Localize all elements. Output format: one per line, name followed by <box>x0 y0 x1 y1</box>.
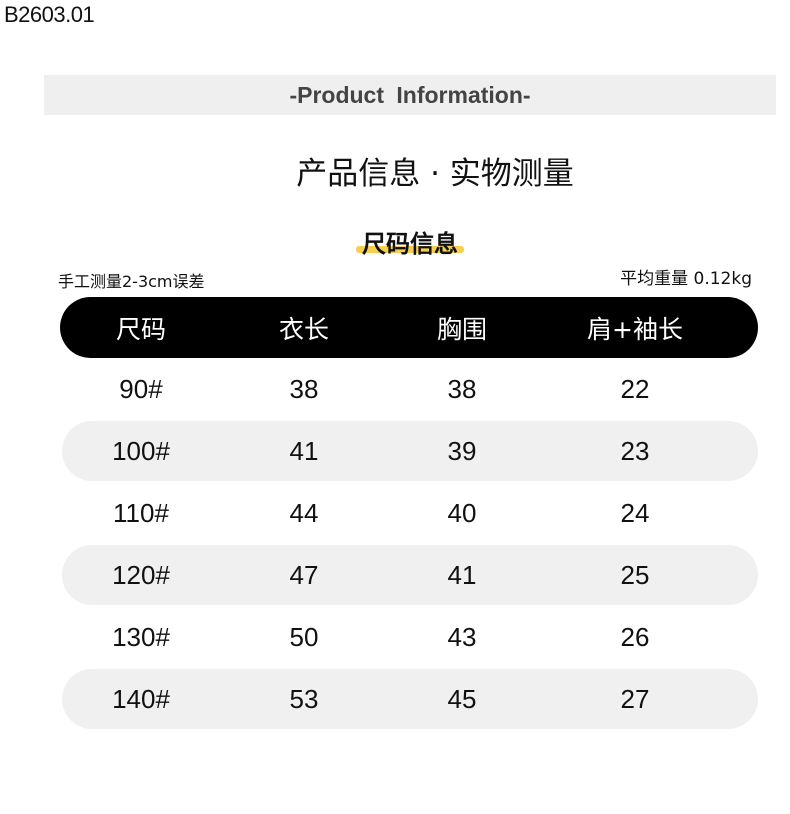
table-cell: 130# <box>112 621 170 652</box>
table-row: 120# 47 41 25 <box>62 545 758 605</box>
table-cell: 24 <box>620 497 650 528</box>
table-cell: 45 <box>447 683 477 714</box>
size-info-heading: 尺码信息 <box>362 230 458 258</box>
table-cell: 41 <box>289 435 319 466</box>
table-cell: 25 <box>620 559 650 590</box>
table-cell: 110# <box>113 497 169 528</box>
banner-text: -Product Information- <box>289 81 531 108</box>
table-cell: 27 <box>620 683 650 714</box>
table-cell: 22 <box>620 373 650 404</box>
table-row: 100# 41 39 23 <box>62 421 758 481</box>
header-chest: 胸围 <box>436 314 487 344</box>
measurement-error-note: 手工测量2-3cm误差 <box>58 272 205 291</box>
header-length: 衣长 <box>278 314 329 344</box>
table-row: 90# 38 38 22 <box>62 359 758 419</box>
table-cell: 44 <box>289 497 319 528</box>
table-cell: 41 <box>447 559 477 590</box>
product-information-banner: -Product Information- <box>44 75 776 115</box>
average-weight-note: 平均重量 0.12kg <box>620 269 752 289</box>
table-cell: 120# <box>112 559 170 590</box>
table-row: 110# 44 40 24 <box>62 483 758 543</box>
header-shoulder-sleeve: 肩+袖长 <box>587 314 683 344</box>
table-cell: 40 <box>447 497 477 528</box>
table-cell: 140# <box>112 683 170 714</box>
header-size: 尺码 <box>115 314 166 344</box>
table-cell: 50 <box>289 621 319 652</box>
table-cell: 39 <box>447 435 477 466</box>
table-cell: 90# <box>119 373 163 404</box>
size-table-header: 尺码 衣长 胸围 肩+袖长 <box>60 297 758 358</box>
page-title: 产品信息 · 实物测量 <box>296 156 574 192</box>
table-row: 140# 53 45 27 <box>62 669 758 729</box>
table-cell: 43 <box>447 621 477 652</box>
table-row: 130# 50 43 26 <box>62 607 758 667</box>
table-cell: 53 <box>289 683 319 714</box>
product-code: B2603.01 <box>4 2 95 27</box>
subtitle-highlight <box>356 246 464 253</box>
table-cell: 38 <box>289 373 319 404</box>
table-cell: 38 <box>447 373 477 404</box>
table-cell: 26 <box>620 621 650 652</box>
table-cell: 47 <box>289 559 319 590</box>
table-cell: 23 <box>620 435 650 466</box>
table-cell: 100# <box>112 435 170 466</box>
